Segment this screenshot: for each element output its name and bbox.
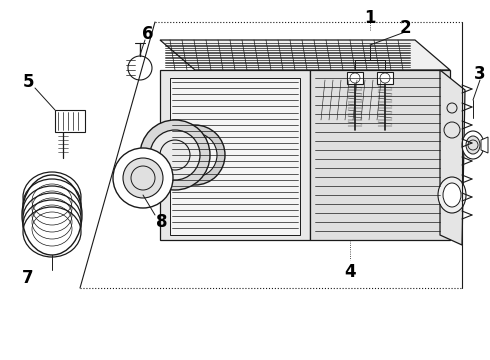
Text: 4: 4 [344, 263, 356, 281]
Circle shape [173, 133, 217, 177]
Ellipse shape [466, 136, 480, 154]
Text: 7: 7 [22, 269, 34, 287]
Polygon shape [481, 137, 488, 153]
Text: 1: 1 [364, 9, 376, 27]
Polygon shape [347, 72, 363, 84]
Polygon shape [55, 110, 85, 132]
Polygon shape [377, 72, 393, 84]
Circle shape [128, 56, 152, 80]
Text: 6: 6 [142, 25, 154, 43]
Ellipse shape [23, 179, 81, 229]
Text: 2: 2 [399, 19, 411, 37]
Polygon shape [160, 70, 310, 240]
Ellipse shape [23, 172, 81, 222]
Ellipse shape [23, 186, 81, 236]
Circle shape [140, 120, 210, 190]
Text: 3: 3 [474, 65, 486, 83]
Polygon shape [160, 40, 450, 70]
Ellipse shape [443, 183, 461, 207]
Polygon shape [310, 70, 450, 240]
Ellipse shape [23, 207, 81, 257]
Ellipse shape [438, 177, 466, 213]
Circle shape [150, 130, 200, 180]
Circle shape [123, 158, 163, 198]
Ellipse shape [23, 200, 81, 250]
Text: 5: 5 [22, 73, 34, 91]
Ellipse shape [23, 193, 81, 243]
Polygon shape [170, 78, 300, 235]
Circle shape [113, 148, 173, 208]
Ellipse shape [462, 131, 484, 159]
Circle shape [165, 125, 225, 185]
Polygon shape [440, 70, 465, 245]
Text: 8: 8 [156, 213, 168, 231]
